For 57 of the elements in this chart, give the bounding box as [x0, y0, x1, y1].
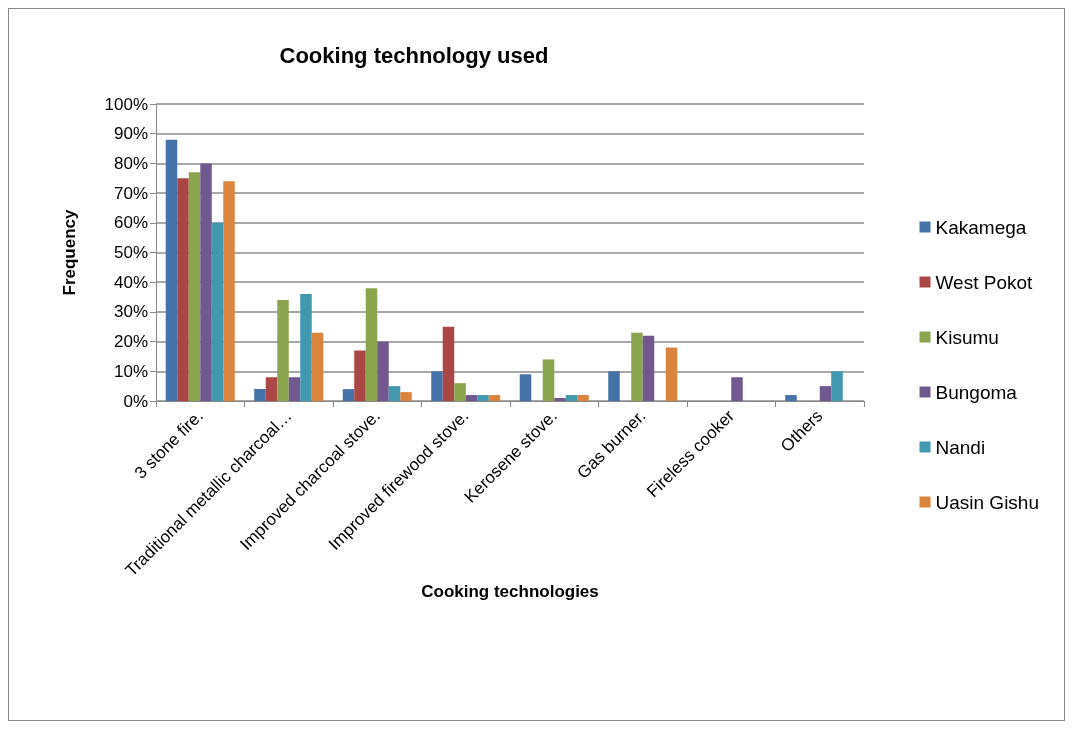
bar	[177, 178, 189, 401]
bar	[165, 139, 178, 401]
bar	[465, 395, 478, 401]
y-axis-title: Frequency	[60, 208, 79, 296]
bar	[254, 389, 266, 401]
bar	[488, 395, 501, 401]
y-tick-label: 30%	[113, 302, 148, 322]
bar	[731, 377, 743, 401]
bar	[211, 222, 224, 401]
bar	[342, 389, 355, 401]
y-tick-label: 40%	[113, 272, 148, 292]
bar	[365, 288, 378, 401]
bar	[565, 395, 578, 401]
bar	[354, 350, 366, 401]
bar	[519, 374, 532, 401]
bar	[785, 395, 797, 401]
bar	[608, 371, 620, 401]
y-tick-label: 80%	[113, 153, 148, 173]
legend-label: Nandi	[935, 436, 986, 458]
bar	[454, 383, 466, 401]
y-tick-label: 100%	[104, 94, 148, 114]
legend-label: Kisumu	[935, 326, 999, 348]
bar	[400, 392, 412, 401]
bar	[642, 335, 655, 401]
bar	[223, 181, 235, 401]
bar	[388, 386, 401, 401]
bar	[477, 395, 489, 401]
bar	[188, 172, 201, 401]
bar	[542, 359, 555, 401]
bar	[819, 386, 832, 401]
y-tick-label: 50%	[113, 243, 148, 262]
legend-label: Uasin Gishu	[935, 491, 1040, 513]
x-axis-title: Cooking technologies	[421, 581, 599, 601]
bar	[277, 300, 289, 401]
bar	[300, 294, 312, 401]
bar	[631, 332, 643, 401]
legend-label: West Pokot	[935, 271, 1034, 293]
y-tick-label: 70%	[113, 183, 148, 203]
y-tick-label: 90%	[113, 124, 148, 144]
bar	[377, 341, 389, 401]
y-tick-label: 60%	[113, 213, 148, 233]
y-tick-label: 20%	[113, 332, 148, 352]
legend-label: Bungoma	[935, 381, 1018, 403]
bar	[200, 163, 212, 401]
chart-title: Cooking technology used	[279, 42, 549, 68]
bar	[554, 398, 566, 401]
bar	[288, 377, 301, 401]
bar	[577, 395, 589, 401]
bar	[265, 377, 278, 401]
y-tick-label: 0%	[123, 391, 148, 411]
bar	[831, 371, 843, 401]
bar	[442, 326, 455, 401]
legend-label: Kakamega	[935, 216, 1027, 238]
bar	[665, 347, 678, 401]
y-tick-label: 10%	[113, 361, 148, 381]
bar	[431, 371, 443, 401]
bar	[311, 332, 324, 401]
